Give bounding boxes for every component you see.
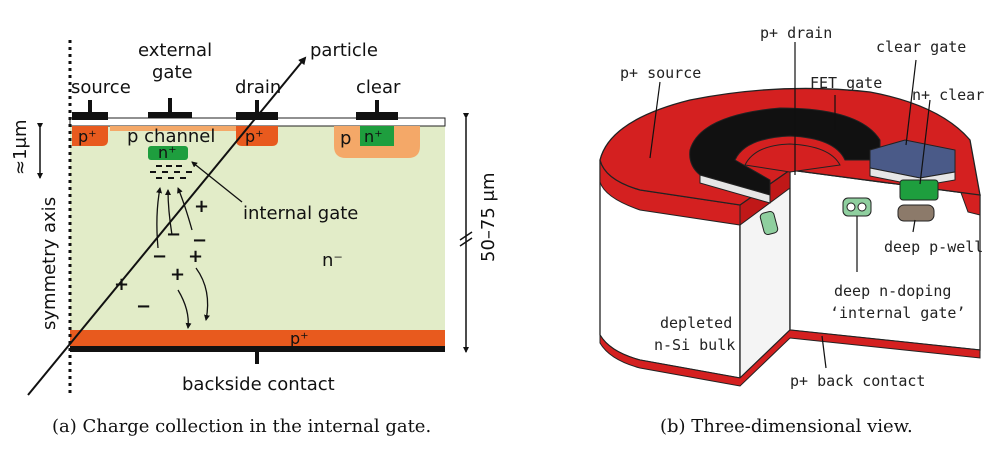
label-p-clear: p (340, 128, 351, 149)
p-plus-source-region (72, 126, 108, 146)
label-n-minus: n⁻ (322, 250, 343, 271)
internal-gate-pointer (191, 161, 243, 203)
label-particle: particle (310, 40, 378, 61)
label-internal-gate-b: ‘internal gate’ (830, 304, 965, 322)
label-p-plus-drain: p⁺ (245, 127, 264, 146)
label-external-gate-2: gate (152, 62, 193, 83)
source-contact (72, 112, 108, 120)
back-contact-strip (599, 329, 981, 387)
label-symmetry-axis: symmetry axis (39, 197, 60, 330)
external-gate-stem (168, 98, 172, 112)
break-mark-2 (459, 237, 473, 247)
drain-contact-stem (255, 100, 259, 112)
svg-text:+: + (114, 274, 129, 295)
svg-text:−: − (136, 296, 151, 317)
electron-marks (150, 165, 192, 179)
p-channel-strip (110, 126, 270, 131)
cut-wall-internal-gate (759, 210, 779, 236)
p-plus-back-layer (70, 330, 445, 346)
label-external-gate-1: external (138, 40, 212, 61)
gate-ring-step (699, 174, 771, 204)
label-p-plus-back: p⁺ (290, 329, 309, 348)
caption-b: (b) Three-dimensional view. (660, 416, 913, 437)
p-plus-drain-region (236, 126, 278, 146)
label-fet-gate: FET gate (810, 74, 882, 92)
label-deep-p-well: deep p-well (884, 238, 983, 256)
label-depleted: depleted (660, 314, 732, 332)
charges: + − − − + + + − (114, 196, 209, 317)
external-gate-contact (148, 112, 192, 118)
label-source: source (71, 77, 131, 98)
label-thickness-top: ≈1μm (10, 119, 31, 175)
label-thickness-bulk: 50–75 μm (478, 172, 499, 262)
label-n-plus-clear: n+ clear (912, 86, 984, 104)
drain-hole (744, 143, 841, 173)
backside-contact-stub (255, 352, 259, 364)
drift-arrows (156, 187, 210, 329)
break-mark-1 (459, 231, 473, 241)
pointer-lines (649, 42, 931, 369)
label-n-plus-clear: n⁺ (364, 127, 383, 146)
source-contact-stem (88, 100, 92, 112)
svg-text:−: − (192, 230, 207, 251)
panel-b: p+ drain clear gate p+ source FET gate n… (599, 24, 984, 437)
label-deep-n-doping: deep n-doping (834, 282, 951, 300)
label-back-contact: p+ back contact (790, 372, 925, 390)
label-n-plus-gate: n⁺ (158, 143, 177, 162)
label-p-channel: p channel (127, 126, 215, 147)
label-internal-gate: internal gate (243, 203, 358, 224)
body-inner-wall (789, 169, 981, 351)
electron-2 (857, 202, 867, 212)
svg-text:+: + (194, 196, 209, 217)
clear-contact (356, 112, 398, 120)
n-plus-clear-block (899, 179, 939, 201)
n-plus-clear-region (360, 126, 394, 146)
electron-1 (846, 202, 856, 212)
clear-contact-stem (375, 100, 379, 112)
deep-p-well-block (897, 204, 935, 222)
label-clear: clear (356, 77, 401, 98)
svg-text:−: − (166, 224, 181, 245)
label-clear-gate: clear gate (876, 38, 966, 56)
svg-text:−: − (152, 246, 167, 267)
label-p-plus-source: p+ source (620, 64, 701, 82)
svg-text:+: + (170, 264, 185, 285)
label-p-plus-drain: p+ drain (760, 24, 832, 42)
label-backside-contact: backside contact (182, 374, 335, 395)
svg-text:+: + (188, 246, 203, 267)
panel-a: + − − − + + + − source external gate dra… (10, 40, 499, 437)
caption-a: (a) Charge collection in the internal ga… (52, 416, 431, 437)
n-plus-internal-gate (148, 146, 188, 160)
label-n-si-bulk: n-Si bulk (654, 336, 735, 354)
particle-track (27, 56, 307, 396)
backside-metal (70, 346, 445, 352)
label-p-plus-source: p⁺ (78, 127, 97, 146)
label-drain: drain (235, 77, 281, 98)
